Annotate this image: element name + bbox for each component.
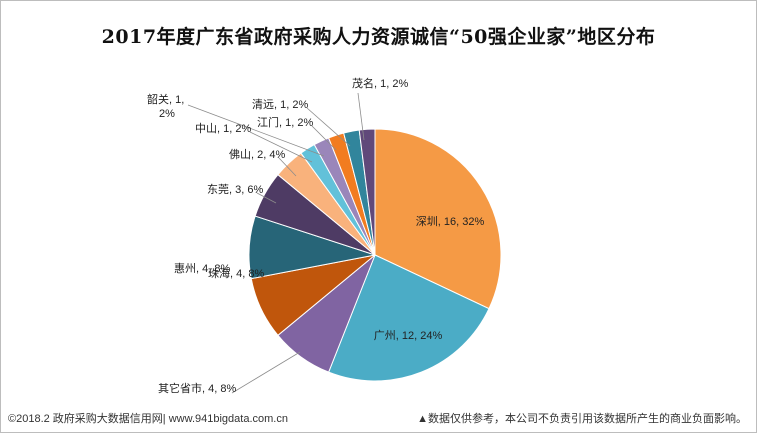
leader-line-佛山: [278, 157, 297, 177]
footer-disclaimer: ▲数据仅供参考，本公司不负责引用该数据所产生的商业负面影响。: [417, 413, 747, 425]
data-label-佛山: 佛山, 2, 4%: [229, 148, 285, 161]
leader-line-韶关: [187, 104, 325, 157]
leader-line-其它省市: [231, 351, 301, 394]
data-label-茂名: 茂名, 1, 2%: [352, 76, 408, 90]
footer-source: ©2018.2 政府采购大数据信用网| www.941bigdata.com.c…: [8, 413, 288, 425]
pie-slice-深圳: [374, 128, 502, 310]
data-label-珠海: 珠海, 4, 8%: [208, 266, 264, 280]
chart-title: 2017年度广东省政府采购人力资源诚信“50强企业家”地区分布: [101, 26, 656, 48]
data-label-江门: 江门, 1, 2%: [257, 115, 313, 129]
data-label-韶关: 韶关, 1, 2%: [147, 92, 184, 120]
leader-line-中山: [249, 131, 313, 163]
leader-line-茂名: [357, 92, 365, 141]
leader-line-清远: [306, 107, 351, 147]
pie-slice-广州: [327, 254, 490, 382]
data-label-中山: 中山, 1, 2%: [195, 122, 251, 135]
data-label-东莞: 东莞, 3, 6%: [207, 183, 263, 196]
data-label-深圳: 深圳, 16, 32%: [416, 215, 485, 228]
leader-line-东莞: [256, 192, 277, 204]
leader-line-江门: [311, 125, 337, 151]
data-label-广州: 广州, 12, 24%: [374, 329, 443, 342]
data-label-其它省市: 其它省市, 4, 8%: [158, 381, 236, 395]
data-label-清远: 清远, 1, 2%: [252, 98, 308, 111]
pie-slice-茂名: [358, 128, 376, 256]
data-label-惠州: 惠州, 4, 8%: [174, 261, 230, 275]
